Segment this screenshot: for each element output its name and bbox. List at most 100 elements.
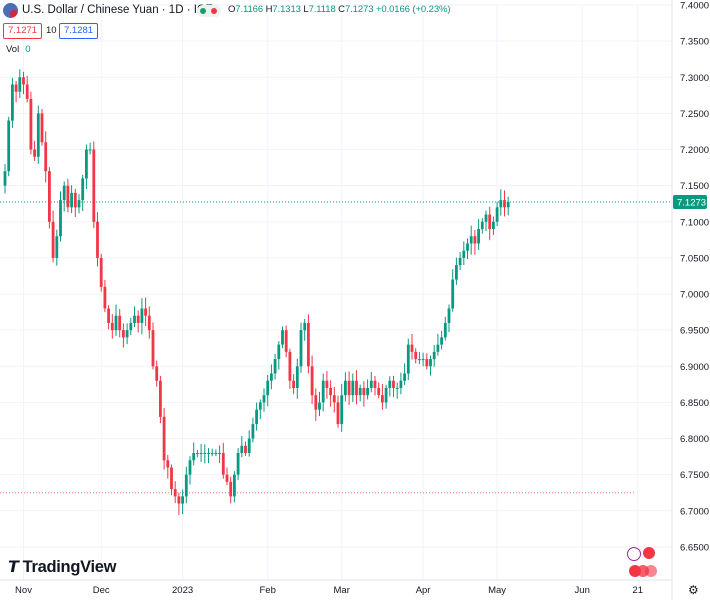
candle[interactable] [81, 174, 85, 212]
candle[interactable] [369, 371, 373, 393]
candle[interactable] [358, 384, 362, 402]
candle[interactable] [288, 348, 292, 389]
candle[interactable] [381, 383, 384, 410]
candle[interactable] [133, 306, 136, 327]
candle[interactable] [188, 456, 192, 485]
candle[interactable] [344, 372, 347, 402]
price-axis[interactable]: 7.4000 7.3500 7.3000 7.2500 7.2000 7.1500 7.10… [680, 1, 709, 554]
candle[interactable] [55, 229, 59, 266]
candle[interactable] [429, 355, 432, 376]
candle[interactable] [33, 140, 36, 162]
candle[interactable] [240, 436, 244, 458]
candle[interactable] [196, 449, 199, 458]
market-status-indicator[interactable] [197, 5, 221, 17]
candle[interactable] [458, 252, 462, 271]
candle[interactable] [3, 164, 7, 194]
candle[interactable] [103, 280, 107, 313]
candle[interactable] [432, 344, 436, 367]
candle[interactable] [366, 379, 369, 400]
candle[interactable] [284, 325, 288, 358]
candle[interactable] [277, 341, 281, 370]
candle[interactable] [332, 386, 336, 413]
candle[interactable] [229, 476, 233, 504]
candle[interactable] [421, 352, 425, 367]
candle[interactable] [318, 391, 321, 417]
candle[interactable] [44, 131, 48, 183]
candle[interactable] [373, 376, 377, 396]
candle[interactable] [384, 384, 388, 409]
candle[interactable] [321, 373, 325, 412]
candle[interactable] [492, 216, 495, 235]
candle[interactable] [199, 443, 203, 462]
candle[interactable] [425, 353, 429, 370]
candle[interactable] [125, 323, 129, 345]
candle[interactable] [29, 91, 33, 155]
candle[interactable] [247, 430, 251, 457]
candle-series[interactable] [3, 69, 510, 516]
candle[interactable] [299, 322, 303, 373]
candle[interactable] [258, 399, 262, 420]
candle[interactable] [73, 188, 77, 217]
candle[interactable] [210, 448, 214, 457]
candle[interactable] [62, 181, 66, 212]
candle[interactable] [340, 383, 344, 432]
tradingview-logo[interactable]: 𝙏 TradingView [8, 557, 117, 577]
candle[interactable] [347, 371, 351, 405]
candle[interactable] [170, 464, 173, 496]
candle[interactable] [162, 408, 166, 470]
candle[interactable] [329, 380, 332, 407]
candle[interactable] [362, 381, 366, 407]
candle[interactable] [159, 375, 162, 424]
candle[interactable] [59, 191, 62, 242]
symbol-title[interactable]: U.S. Dollar / Chinese Yuan · 1D · ICE [22, 4, 213, 16]
candle[interactable] [447, 304, 451, 333]
candle[interactable] [136, 310, 140, 333]
volume-legend[interactable]: Vol 0 [6, 44, 31, 55]
event-icon[interactable] [645, 565, 657, 577]
candle[interactable] [192, 442, 196, 466]
candle[interactable] [118, 309, 122, 338]
candle[interactable] [18, 69, 22, 99]
candle[interactable] [303, 319, 307, 341]
candle[interactable] [325, 371, 329, 399]
candle[interactable] [184, 466, 188, 504]
candle[interactable] [477, 219, 480, 250]
candle[interactable] [473, 230, 477, 255]
candle[interactable] [469, 225, 473, 255]
candle[interactable] [225, 467, 229, 486]
candle[interactable] [88, 142, 92, 155]
candle[interactable] [122, 323, 125, 348]
candle[interactable] [85, 144, 88, 189]
candle[interactable] [406, 338, 410, 381]
candle[interactable] [410, 333, 414, 360]
candle[interactable] [151, 322, 155, 370]
candle[interactable] [255, 402, 258, 431]
candle[interactable] [144, 297, 147, 327]
candle[interactable] [214, 449, 218, 457]
candle[interactable] [310, 355, 314, 404]
lightning-icon[interactable] [627, 547, 641, 561]
candle[interactable] [155, 360, 159, 387]
candle[interactable] [173, 481, 177, 504]
candle[interactable] [40, 108, 44, 146]
candle[interactable] [503, 190, 506, 217]
candle[interactable] [262, 388, 266, 412]
candle[interactable] [92, 141, 96, 229]
candle[interactable] [377, 382, 381, 399]
alert-icon[interactable] [643, 547, 655, 559]
candle[interactable] [281, 326, 284, 349]
candle[interactable] [36, 105, 40, 164]
candle[interactable] [495, 201, 499, 227]
time-axis[interactable]: Nov Dec 2023 Feb Mar Apr May Jun 21 [15, 585, 643, 596]
candle[interactable] [7, 116, 11, 177]
candle[interactable] [484, 210, 488, 231]
candle[interactable] [336, 395, 340, 428]
candle[interactable] [399, 372, 403, 395]
candle[interactable] [388, 376, 392, 397]
candle[interactable] [440, 330, 443, 350]
candle[interactable] [14, 80, 18, 103]
candle[interactable] [129, 317, 133, 336]
candle[interactable] [140, 298, 144, 335]
candle[interactable] [351, 373, 355, 402]
